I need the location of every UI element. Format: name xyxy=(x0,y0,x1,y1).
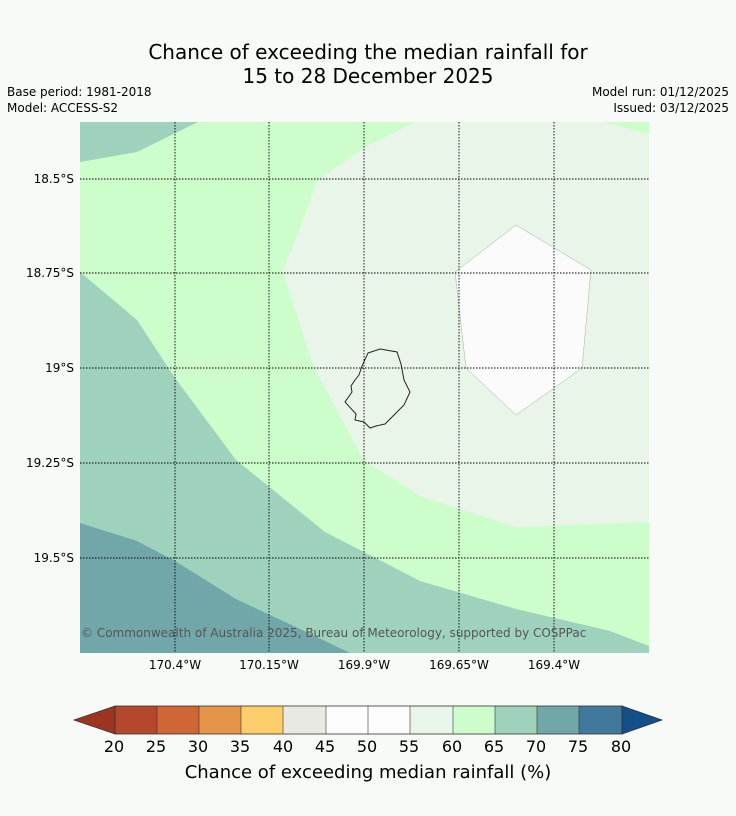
map-title-line2: 15 to 28 December 2025 xyxy=(242,64,494,88)
colorbar-tick-65: 65 xyxy=(483,737,505,756)
model-name: Model: ACCESS-S2 xyxy=(7,101,119,115)
region-60-65-ne xyxy=(603,122,649,134)
colorbar xyxy=(72,705,664,735)
colorbar-bin-20-25 xyxy=(115,706,157,734)
issued-date: Issued: 03/12/2025 xyxy=(613,101,729,115)
colorbar-bin-60-65 xyxy=(453,706,495,734)
colorbar-tick-80: 80 xyxy=(610,737,632,756)
lat-label-19: 19°S xyxy=(45,361,74,375)
colorbar-title: Chance of exceeding median rainfall (%) xyxy=(184,762,552,783)
lat-label-19-5: 19.5°S xyxy=(33,551,74,565)
region-70-75 xyxy=(80,523,350,653)
colorbar-bin-50-55 xyxy=(368,706,410,734)
map-title-line1: Chance of exceeding the median rainfall … xyxy=(148,40,588,64)
colorbar-tick-20: 20 xyxy=(103,737,125,756)
colorbar-tick-30: 30 xyxy=(187,737,209,756)
colorbar-bin-75-80 xyxy=(579,706,622,734)
lon-label-170-15: 170.15°W xyxy=(239,658,299,672)
colorbar-frame xyxy=(114,705,623,735)
lat-label-19-25: 19.25°S xyxy=(26,456,74,470)
colorbar-tick-35: 35 xyxy=(229,737,251,756)
colorbar-bin-55-60 xyxy=(410,706,453,734)
graticule xyxy=(80,122,649,653)
lon-label-170-4: 170.4°W xyxy=(148,658,202,672)
colorbar-bin-25-30 xyxy=(157,706,199,734)
colorbar-bin-70-75 xyxy=(537,706,579,734)
lat-label-18-5: 18.5°S xyxy=(33,172,74,186)
colorbar-tick-25: 25 xyxy=(145,737,167,756)
lon-label-169-4: 169.4°W xyxy=(527,658,581,672)
colorbar-tick-40: 40 xyxy=(272,737,294,756)
colorbar-tick-60: 60 xyxy=(441,737,463,756)
colorbar-bin-30-35 xyxy=(199,706,241,734)
base-period: Base period: 1981-2018 xyxy=(7,85,152,99)
region-65-70-north xyxy=(80,122,198,162)
colorbar-bin-45-50 xyxy=(326,706,368,734)
copyright-notice: © Commonwealth of Australia 2025, Bureau… xyxy=(81,626,587,640)
colorbar-tick-75: 75 xyxy=(567,737,589,756)
colorbar-dividers xyxy=(156,706,580,734)
colorbar-bin-40-45 xyxy=(283,706,326,734)
lon-label-169-9: 169.9°W xyxy=(337,658,391,672)
lat-label-18-75: 18.75°S xyxy=(26,266,74,280)
region-45-50 xyxy=(454,224,592,416)
colorbar-tick-70: 70 xyxy=(525,737,547,756)
colorbar-tick-45: 45 xyxy=(314,737,336,756)
colorbar-extend-low xyxy=(72,705,116,735)
colorbar-tick-55: 55 xyxy=(398,737,420,756)
niue-island-outline xyxy=(344,348,411,429)
lon-label-169-65: 169.65°W xyxy=(429,658,489,672)
colorbar-extend-high xyxy=(621,705,664,735)
model-run: Model run: 01/12/2025 xyxy=(591,85,729,99)
colorbar-bin-65-70 xyxy=(495,706,537,734)
colorbar-bin-35-40 xyxy=(241,706,283,734)
colorbar-tick-50: 50 xyxy=(356,737,378,756)
